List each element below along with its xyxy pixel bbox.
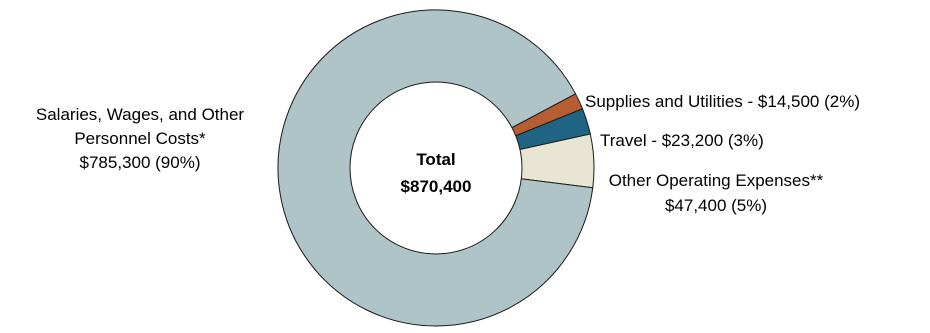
slice-label-2: Other Operating Expenses** $47,400 (5%) xyxy=(609,171,824,215)
center-label-total: Total xyxy=(416,150,455,169)
slice-label-3: Salaries, Wages, and Other Personnel Cost… xyxy=(36,105,245,172)
slice-label-2-line-1: $47,400 (5%) xyxy=(665,196,767,215)
slice-label-0-line-0: Supplies and Utilities - $14,500 (2%) xyxy=(585,92,860,111)
center-label-amount: $870,400 xyxy=(401,177,472,196)
slice-label-2-line-0: Other Operating Expenses** xyxy=(609,171,824,190)
slice-label-3-line-0: Salaries, Wages, and Other xyxy=(36,105,245,124)
donut-hole xyxy=(349,81,523,255)
slice-label-3-line-1: Personnel Costs* xyxy=(74,129,206,148)
slice-label-0: Supplies and Utilities - $14,500 (2%) xyxy=(585,92,860,111)
slice-label-1-line-0: Travel - $23,200 (3%) xyxy=(600,131,764,150)
slice-label-3-line-2: $785,300 (90%) xyxy=(80,153,201,172)
slice-labels-group: Supplies and Utilities - $14,500 (2%) Tra… xyxy=(36,92,860,215)
slice-label-1: Travel - $23,200 (3%) xyxy=(600,131,764,150)
